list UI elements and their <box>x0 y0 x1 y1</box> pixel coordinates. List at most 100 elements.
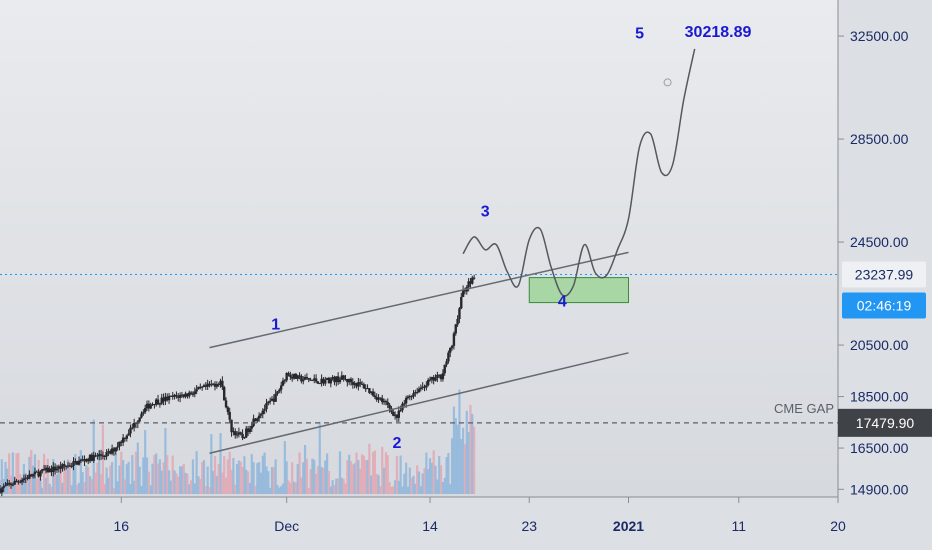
time-axis-panel[interactable] <box>0 497 932 550</box>
candle-body <box>70 465 73 467</box>
candle-body <box>342 375 345 379</box>
volume-bar <box>272 467 275 494</box>
y-tick-label: 16500.00 <box>850 440 909 456</box>
candle-body <box>96 455 99 457</box>
volume-bar <box>465 410 468 494</box>
candle-body <box>15 480 18 482</box>
volume-bar <box>439 465 443 494</box>
countdown-badge[interactable]: 02:46:19 <box>842 292 926 319</box>
candle-body <box>379 397 382 399</box>
volume-bar <box>87 466 90 494</box>
candle-body <box>37 472 40 477</box>
candle-body <box>450 345 454 348</box>
candle-body <box>360 383 364 385</box>
volume-bar <box>156 463 160 494</box>
volume-bar <box>245 469 248 494</box>
volume-bar <box>316 466 320 494</box>
candle-body <box>417 389 421 393</box>
volume-bar <box>417 471 421 494</box>
candle-body <box>132 422 136 428</box>
volume-bar <box>164 427 167 494</box>
volume-bar <box>311 458 314 494</box>
volume-bar <box>454 417 457 494</box>
volume-bar <box>147 471 150 494</box>
candle-body <box>195 389 198 392</box>
volume-bar <box>239 461 242 494</box>
volume-bar <box>112 487 116 494</box>
volume-bar <box>186 473 189 494</box>
candle-body <box>371 391 375 396</box>
cme-gap-badge[interactable]: 17479.90 <box>838 408 932 437</box>
volume-bar <box>232 457 235 494</box>
volume-bar <box>65 468 68 494</box>
volume-bar <box>432 450 435 494</box>
candle-body <box>211 383 215 385</box>
candle-body <box>436 374 439 378</box>
candle-body <box>423 386 426 388</box>
candle-body <box>39 471 42 477</box>
candle-body <box>72 461 75 466</box>
candle-body <box>324 379 327 384</box>
candle-body <box>22 478 26 481</box>
volume-bar <box>452 406 456 494</box>
current-price-badge[interactable]: 23237.99 <box>842 261 926 288</box>
volume-bar <box>66 459 70 494</box>
volume-bar <box>302 462 305 494</box>
volume-bar <box>382 467 386 494</box>
volume-bar <box>228 451 231 494</box>
volume-bar <box>381 446 384 494</box>
y-axis-ticks: 14900.00 16500.00 18500.00 20500.00 24500.00… <box>838 28 909 497</box>
drawing-handle[interactable] <box>663 78 672 87</box>
volume-bar <box>340 477 343 494</box>
candle-body <box>384 400 388 403</box>
volume-bar <box>197 476 200 494</box>
volume-bar <box>202 460 206 494</box>
candle-body <box>243 437 246 439</box>
candle-body <box>353 383 356 385</box>
volume-bar <box>423 468 426 494</box>
candle-body <box>57 466 61 469</box>
candle-body <box>158 403 162 405</box>
volume-bar <box>256 463 259 494</box>
candle-body <box>85 458 88 462</box>
volume-bar <box>450 438 454 494</box>
cme-gap-value: 17479.90 <box>856 415 915 431</box>
wave-label-3: 3 <box>481 203 490 220</box>
candle-body <box>79 459 83 461</box>
y-tick-label: 14900.00 <box>850 481 909 497</box>
projection-path[interactable] <box>462 48 696 297</box>
volume-bar <box>412 475 415 494</box>
candles-layer <box>0 274 476 497</box>
volume-bar <box>303 444 307 494</box>
volume-bar <box>219 433 222 494</box>
candle-body <box>171 395 174 397</box>
target-zone-box[interactable] <box>528 277 630 304</box>
candle-body <box>261 410 264 415</box>
volume-bar <box>364 459 367 494</box>
candle-body <box>454 324 457 334</box>
channel-upper-line[interactable] <box>209 251 629 349</box>
candle-body <box>381 398 384 403</box>
volume-bar <box>50 486 53 494</box>
volume-bar <box>331 480 334 494</box>
volume-bar <box>379 486 382 494</box>
candle-body <box>30 474 33 477</box>
candle-body <box>366 388 369 390</box>
candle-body <box>331 377 334 380</box>
volume-bar <box>441 482 444 494</box>
candle-body <box>349 378 353 383</box>
candle-body <box>303 377 307 380</box>
volume-bar <box>405 462 408 494</box>
candle-body <box>463 289 467 292</box>
candle-body <box>377 397 380 400</box>
volume-bar <box>96 462 99 494</box>
candle-body <box>129 427 132 434</box>
channel-lower-line[interactable] <box>209 352 629 454</box>
volume-layer <box>0 389 476 494</box>
candle-body <box>182 394 185 397</box>
volume-bar <box>373 450 376 494</box>
volume-bar <box>357 459 360 494</box>
candle-body <box>162 397 165 402</box>
